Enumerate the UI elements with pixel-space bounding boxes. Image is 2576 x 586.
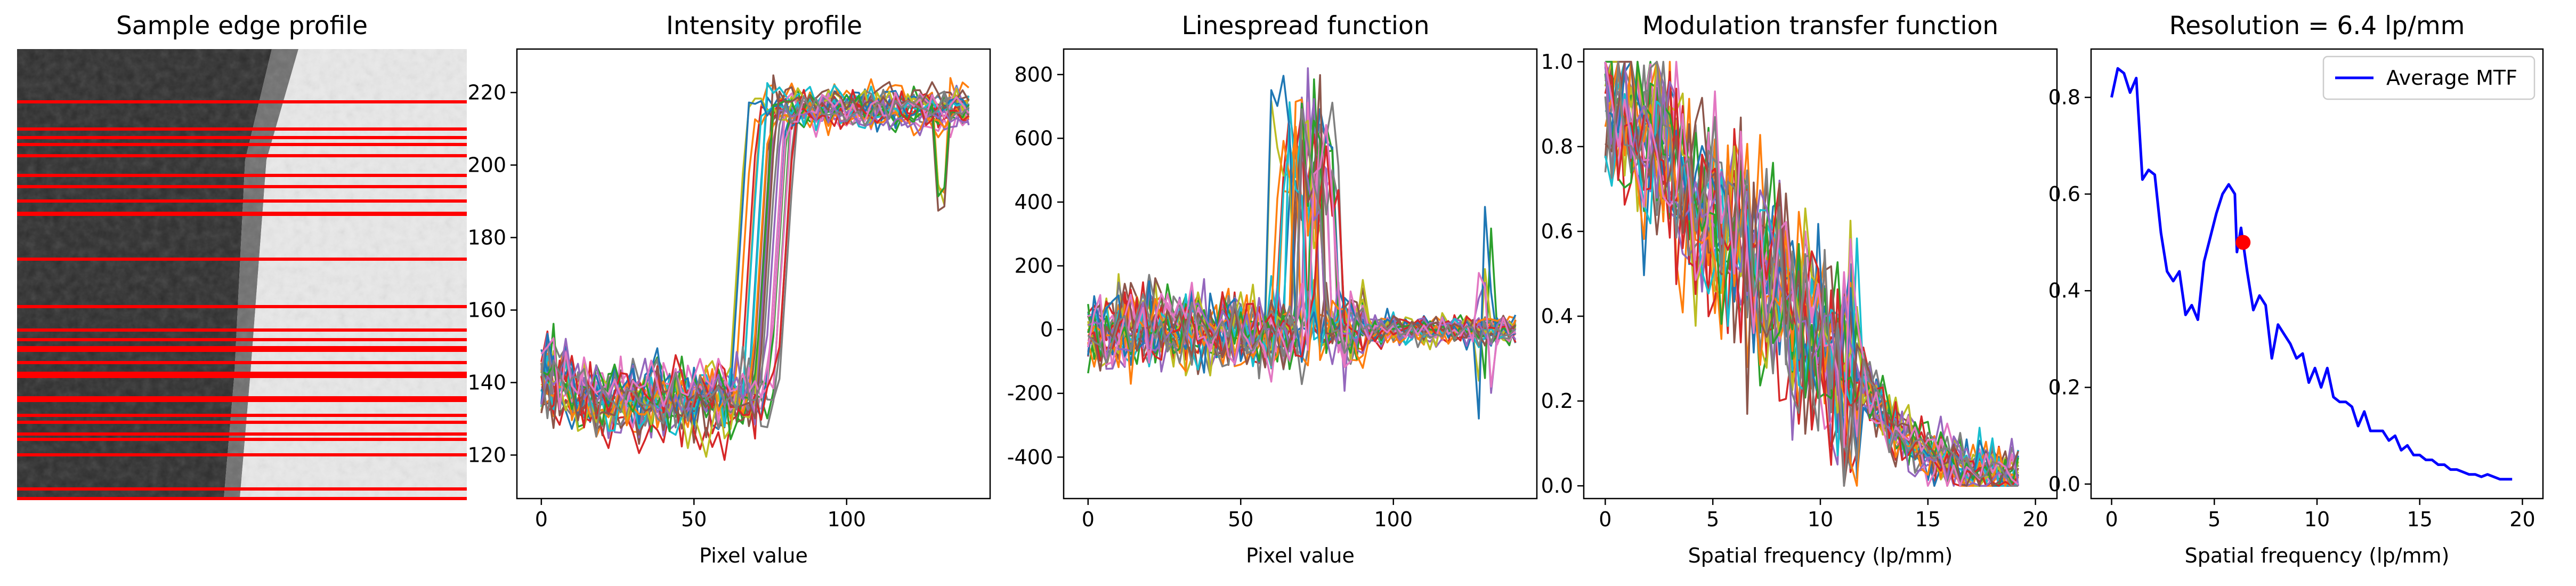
y-tick-label: 0.8	[1541, 135, 1573, 158]
y-tick-label: 200	[467, 154, 506, 177]
x-tick-label: 5	[1706, 508, 1719, 531]
y-tick-label: 0.2	[2048, 376, 2080, 399]
panel2-title: Intensity profile	[666, 11, 862, 41]
y-tick-label: 0.6	[2048, 182, 2080, 206]
x-tick-label: 0	[1599, 508, 1611, 531]
y-tick-label: 1.0	[1541, 50, 1573, 74]
highlighted-rows	[17, 100, 467, 500]
intensity-series-line	[540, 94, 970, 440]
x-tick-label: 100	[1374, 508, 1413, 531]
mtf-series-line	[1605, 61, 2019, 487]
intensity-series-line	[540, 96, 969, 426]
panel2-series	[540, 74, 970, 461]
intensity-series-line	[540, 92, 970, 411]
panel-edge-image: Sample edge profile	[17, 11, 467, 500]
x-tick-label: 15	[2407, 508, 2433, 531]
edge-image-noise	[17, 49, 467, 499]
x-tick-label: 20	[2509, 508, 2535, 531]
intensity-series-line	[540, 98, 969, 436]
y-tick-label: 0.2	[1541, 389, 1573, 413]
edge-image	[17, 49, 467, 499]
panel3-title: Linespread function	[1181, 11, 1429, 41]
y-tick-label: 140	[467, 371, 506, 394]
y-tick-label: 600	[1014, 126, 1053, 150]
y-tick-label: 800	[1014, 63, 1053, 86]
y-tick-label: 0.4	[1541, 304, 1573, 328]
x-tick-label: 0	[1082, 508, 1095, 531]
intensity-series-line	[540, 92, 970, 438]
mtf-series-line	[1604, 61, 2019, 487]
y-tick-label: 0.0	[1541, 474, 1573, 497]
panel5-xlabel: Spatial frequency (lp/mm)	[2185, 544, 2450, 567]
x-tick-label: 10	[1808, 508, 1833, 531]
y-tick-label: 400	[1014, 190, 1053, 214]
x-tick-label: 50	[1228, 508, 1253, 531]
x-tick-label: 0	[2105, 508, 2118, 531]
legend-box	[2322, 55, 2536, 100]
resolution-marker	[2235, 235, 2251, 250]
y-tick-label: 160	[467, 298, 506, 322]
y-tick-label: 0.4	[2048, 279, 2080, 302]
legend: Average MTF	[2322, 55, 2536, 100]
x-tick-label: 100	[827, 508, 866, 531]
intensity-series-line	[540, 101, 969, 427]
y-tick-label: -200	[1007, 382, 1053, 405]
x-tick-label: 20	[2022, 508, 2048, 531]
panel2-xlabel: Pixel value	[699, 544, 808, 567]
panel5-series	[2110, 67, 2513, 481]
panel2-axes-frame	[516, 48, 991, 500]
x-tick-label: 0	[535, 508, 548, 531]
panel3-ticks: 0 50 100 -400 -200 0 200 400 600 800	[1007, 63, 1413, 531]
legend-label: Average MTF	[2386, 66, 2517, 90]
panel3-series	[1087, 67, 1517, 420]
panel4-ticks: 0 5 10 15 20 0.0 0.2 0.4 0.6 0.8 1.0	[1541, 50, 2048, 531]
panel3-axes-frame	[1063, 48, 1538, 500]
panel5-title: Resolution = 6.4 lp/mm	[2169, 11, 2465, 41]
panel-intensity-profile: Intensity profile 0 50 100 120 140 160 180 200 2…	[467, 11, 991, 567]
y-tick-label: 180	[467, 226, 506, 250]
linespread-series-line	[1087, 98, 1517, 385]
panel4-xlabel: Spatial frequency (lp/mm)	[1688, 544, 1953, 567]
panel-average-mtf: Resolution = 6.4 lp/mm 0 5 10 15 20 0.0 0.2 0.4…	[2048, 11, 2544, 567]
y-tick-label: 0.8	[2048, 86, 2080, 109]
y-tick-label: -400	[1007, 445, 1053, 469]
y-tick-label: 0.6	[1541, 220, 1573, 243]
y-tick-label: 120	[467, 443, 506, 467]
y-tick-label: 200	[1014, 254, 1053, 278]
x-tick-label: 10	[2304, 508, 2330, 531]
x-tick-label: 50	[681, 508, 707, 531]
y-tick-label: 0	[1040, 318, 1053, 341]
y-tick-label: 0.0	[2048, 472, 2080, 496]
x-tick-label: 15	[1915, 508, 1941, 531]
panel-linespread: Linespread function 0 50 100 -400 -200 0 200 40…	[1007, 11, 1538, 567]
panel5-axes-frame	[2090, 48, 2544, 500]
panel3-xlabel: Pixel value	[1246, 544, 1355, 567]
panel-mtf: Modulation transfer function 0 5 10 15 20 0.0…	[1541, 11, 2058, 567]
linespread-series-line	[1087, 108, 1517, 367]
panel2-ticks: 0 50 100 120 140 160 180 200 220	[467, 81, 866, 531]
panel1-title: Sample edge profile	[116, 11, 368, 41]
average-mtf-line	[2110, 67, 2513, 481]
panel4-series	[1604, 61, 2020, 487]
x-tick-label: 5	[2208, 508, 2221, 531]
linespread-series-line	[1087, 124, 1516, 388]
panel4-title: Modulation transfer function	[1642, 11, 1998, 41]
y-tick-label: 220	[467, 81, 506, 105]
panel5-ticks: 0 5 10 15 20 0.0 0.2 0.4 0.6 0.8	[2048, 86, 2536, 531]
